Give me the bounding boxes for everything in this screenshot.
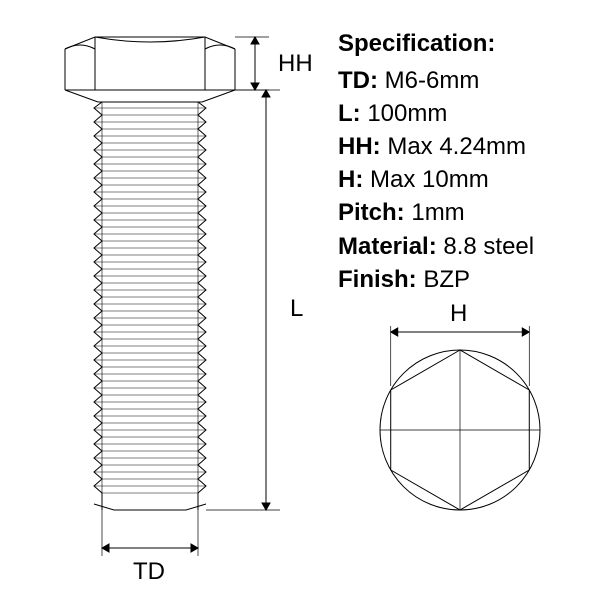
specification-title: Specification: — [338, 30, 588, 58]
spec-row: Finish: BZP — [338, 263, 588, 296]
spec-row: H: Max 10mm — [338, 163, 588, 196]
spec-key: Material: — [338, 233, 437, 260]
dim-label-hh: HH — [278, 50, 313, 78]
spec-key: L: — [338, 100, 361, 127]
page: Specification: TD: M6-6mmL: 100mmHH: Max… — [0, 0, 600, 600]
spec-row: Pitch: 1mm — [338, 196, 588, 229]
spec-val: 100mm — [361, 100, 448, 127]
spec-key: HH: — [338, 133, 381, 160]
spec-val: M6-6mm — [378, 67, 479, 94]
specification-block: Specification: TD: M6-6mmL: 100mmHH: Max… — [338, 30, 588, 296]
spec-row: Material: 8.8 steel — [338, 230, 588, 263]
spec-row: TD: M6-6mm — [338, 64, 588, 97]
spec-row: L: 100mm — [338, 97, 588, 130]
spec-val: BZP — [417, 266, 470, 293]
spec-key: TD: — [338, 67, 378, 94]
spec-row: HH: Max 4.24mm — [338, 130, 588, 163]
hex-top-view — [380, 326, 540, 510]
spec-val: Max 4.24mm — [381, 133, 526, 160]
spec-val: 1mm — [405, 199, 465, 226]
spec-key: Finish: — [338, 266, 417, 293]
spec-val: 8.8 steel — [437, 233, 534, 260]
spec-key: Pitch: — [338, 199, 405, 226]
dim-label-td: TD — [133, 558, 165, 586]
bolt-side-view — [65, 37, 235, 510]
spec-val: Max 10mm — [363, 166, 488, 193]
dim-label-h: H — [450, 300, 467, 328]
spec-key: H: — [338, 166, 363, 193]
dim-label-l: L — [290, 295, 303, 323]
